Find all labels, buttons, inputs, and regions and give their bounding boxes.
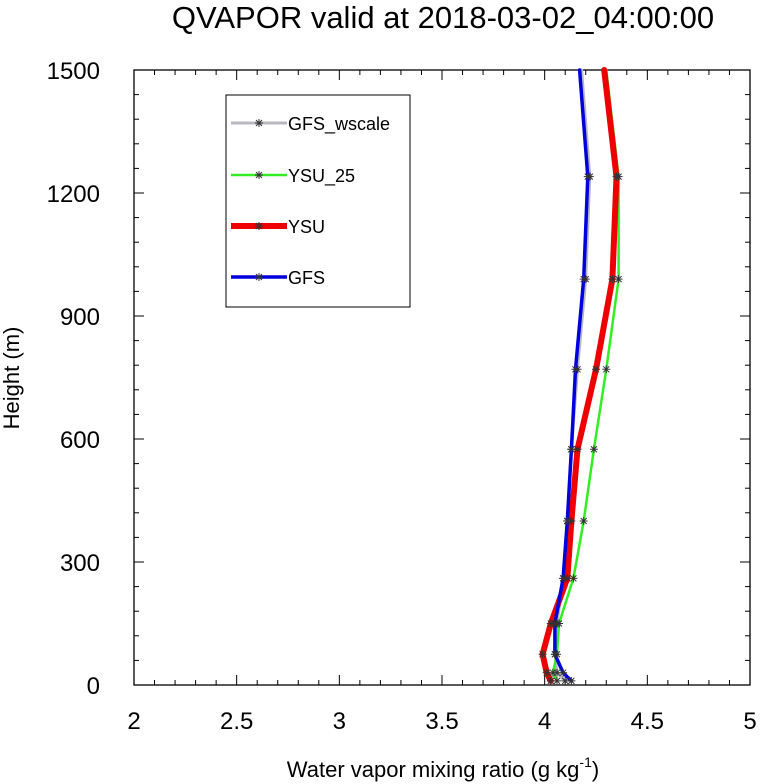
series-point-YSU bbox=[612, 172, 621, 181]
y-tick-label: 0 bbox=[87, 673, 100, 700]
series-point-YSU_25 bbox=[552, 676, 561, 685]
series-point-YSU_25 bbox=[555, 619, 564, 628]
series-point-GFS bbox=[550, 650, 559, 659]
legend-label-GFS_wscale: GFS_wscale bbox=[288, 114, 390, 135]
legend-marker-YSU_25 bbox=[255, 171, 263, 179]
y-tick-label: 600 bbox=[60, 427, 100, 454]
series-point-GFS bbox=[563, 517, 572, 525]
x-tick-label: 4.5 bbox=[631, 708, 664, 735]
legend-label-YSU: YSU bbox=[288, 217, 325, 237]
series-point-GFS bbox=[559, 668, 568, 677]
x-tick-label: 3.5 bbox=[425, 708, 458, 735]
x-tick-label: 4 bbox=[538, 708, 551, 735]
series-point-YSU bbox=[592, 365, 600, 374]
x-axis-label-main: Water vapor mixing ratio (g kg bbox=[287, 757, 580, 782]
series-point-YSU bbox=[567, 517, 576, 525]
x-tick-label: 2.5 bbox=[220, 708, 253, 735]
legend-box bbox=[225, 94, 411, 308]
series-point-GFS bbox=[583, 172, 592, 181]
series-point-YSU_25 bbox=[548, 668, 557, 677]
chart-title: QVAPOR valid at 2018-03-02_04:00:00 bbox=[172, 0, 714, 35]
x-axis-label: Water vapor mixing ratio (g kg-1) bbox=[287, 754, 599, 782]
x-tick-label: 3 bbox=[333, 708, 346, 735]
legend-marker-GFS_wscale bbox=[255, 119, 263, 127]
series-point-YSU_25 bbox=[589, 445, 598, 454]
series-point-YSU_25 bbox=[579, 517, 588, 525]
y-tick-label: 300 bbox=[60, 550, 100, 577]
x-axis-label-superscript: -1 bbox=[579, 754, 592, 770]
series-point-YSU bbox=[608, 275, 617, 284]
plot-area: 2 2.5 3 3.5 4 4.5 5 0 300 600 900 1200 1500 GFS_wscal… bbox=[47, 58, 757, 735]
series-point-YSU_25 bbox=[602, 365, 611, 374]
series-line-GFS bbox=[553, 68, 590, 683]
x-tick-label: 5 bbox=[743, 708, 756, 735]
series-point-YSU bbox=[542, 668, 551, 677]
legend-marker-YSU bbox=[255, 222, 263, 230]
legend-label-GFS: GFS bbox=[288, 268, 325, 288]
series-point-YSU bbox=[546, 676, 555, 685]
y-tick-label: 900 bbox=[60, 304, 100, 331]
x-tick-label: 2 bbox=[127, 708, 140, 735]
series-point-YSU bbox=[546, 619, 555, 628]
series-point-GFS_wscale bbox=[552, 668, 561, 677]
series-point-GFS bbox=[567, 676, 576, 685]
series-point-GFS bbox=[550, 619, 559, 628]
series-point-GFS bbox=[579, 275, 588, 284]
series-point-GFS bbox=[571, 365, 580, 374]
series-point-YSU_25 bbox=[569, 574, 578, 583]
series-point-GFS bbox=[559, 574, 568, 583]
legend-label-YSU_25: YSU_25 bbox=[288, 166, 355, 187]
series-point-YSU_25 bbox=[614, 275, 623, 284]
legend-marker-GFS bbox=[255, 273, 263, 281]
y-tick-label: 1500 bbox=[47, 58, 100, 85]
series-point-GFS_wscale bbox=[561, 676, 570, 685]
series-point-YSU bbox=[573, 445, 582, 454]
series-point-YSU bbox=[563, 574, 572, 583]
series-point-YSU bbox=[538, 650, 547, 659]
y-axis-label: Height (m) bbox=[0, 327, 24, 430]
y-tick-label: 1200 bbox=[47, 181, 100, 208]
series-point-GFS bbox=[567, 445, 576, 454]
x-axis-label-end: ) bbox=[592, 757, 599, 782]
